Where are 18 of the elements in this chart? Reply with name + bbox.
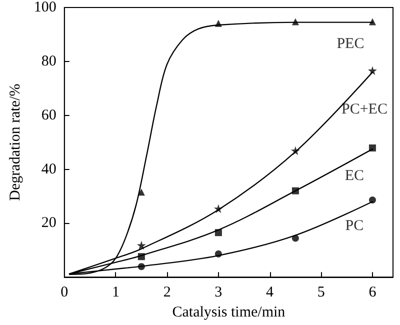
series-label: PEC [336,36,364,52]
x-tick-label: 4 [266,284,274,301]
y-tick-label: 20 [41,215,56,232]
x-tick-label: 0 [60,284,68,301]
y-tick-label: 40 [41,161,56,178]
series-label: EC [344,168,364,184]
y-tick-label: 80 [41,53,56,70]
y-tick-label: 100 [34,0,56,16]
x-tick-label: 3 [214,284,222,301]
series-label: PC [345,218,364,234]
y-axis-title: Degradation rate/% [8,84,24,201]
x-tick-label: 1 [112,284,120,301]
x-tick-label: 2 [163,284,171,301]
series-label: PC+EC [341,102,388,118]
x-tick-label: 6 [368,284,377,301]
y-tick-label: 60 [41,107,56,124]
x-tick-label: 5 [317,284,325,301]
x-axis-title: Catalysis time/min [172,304,286,320]
